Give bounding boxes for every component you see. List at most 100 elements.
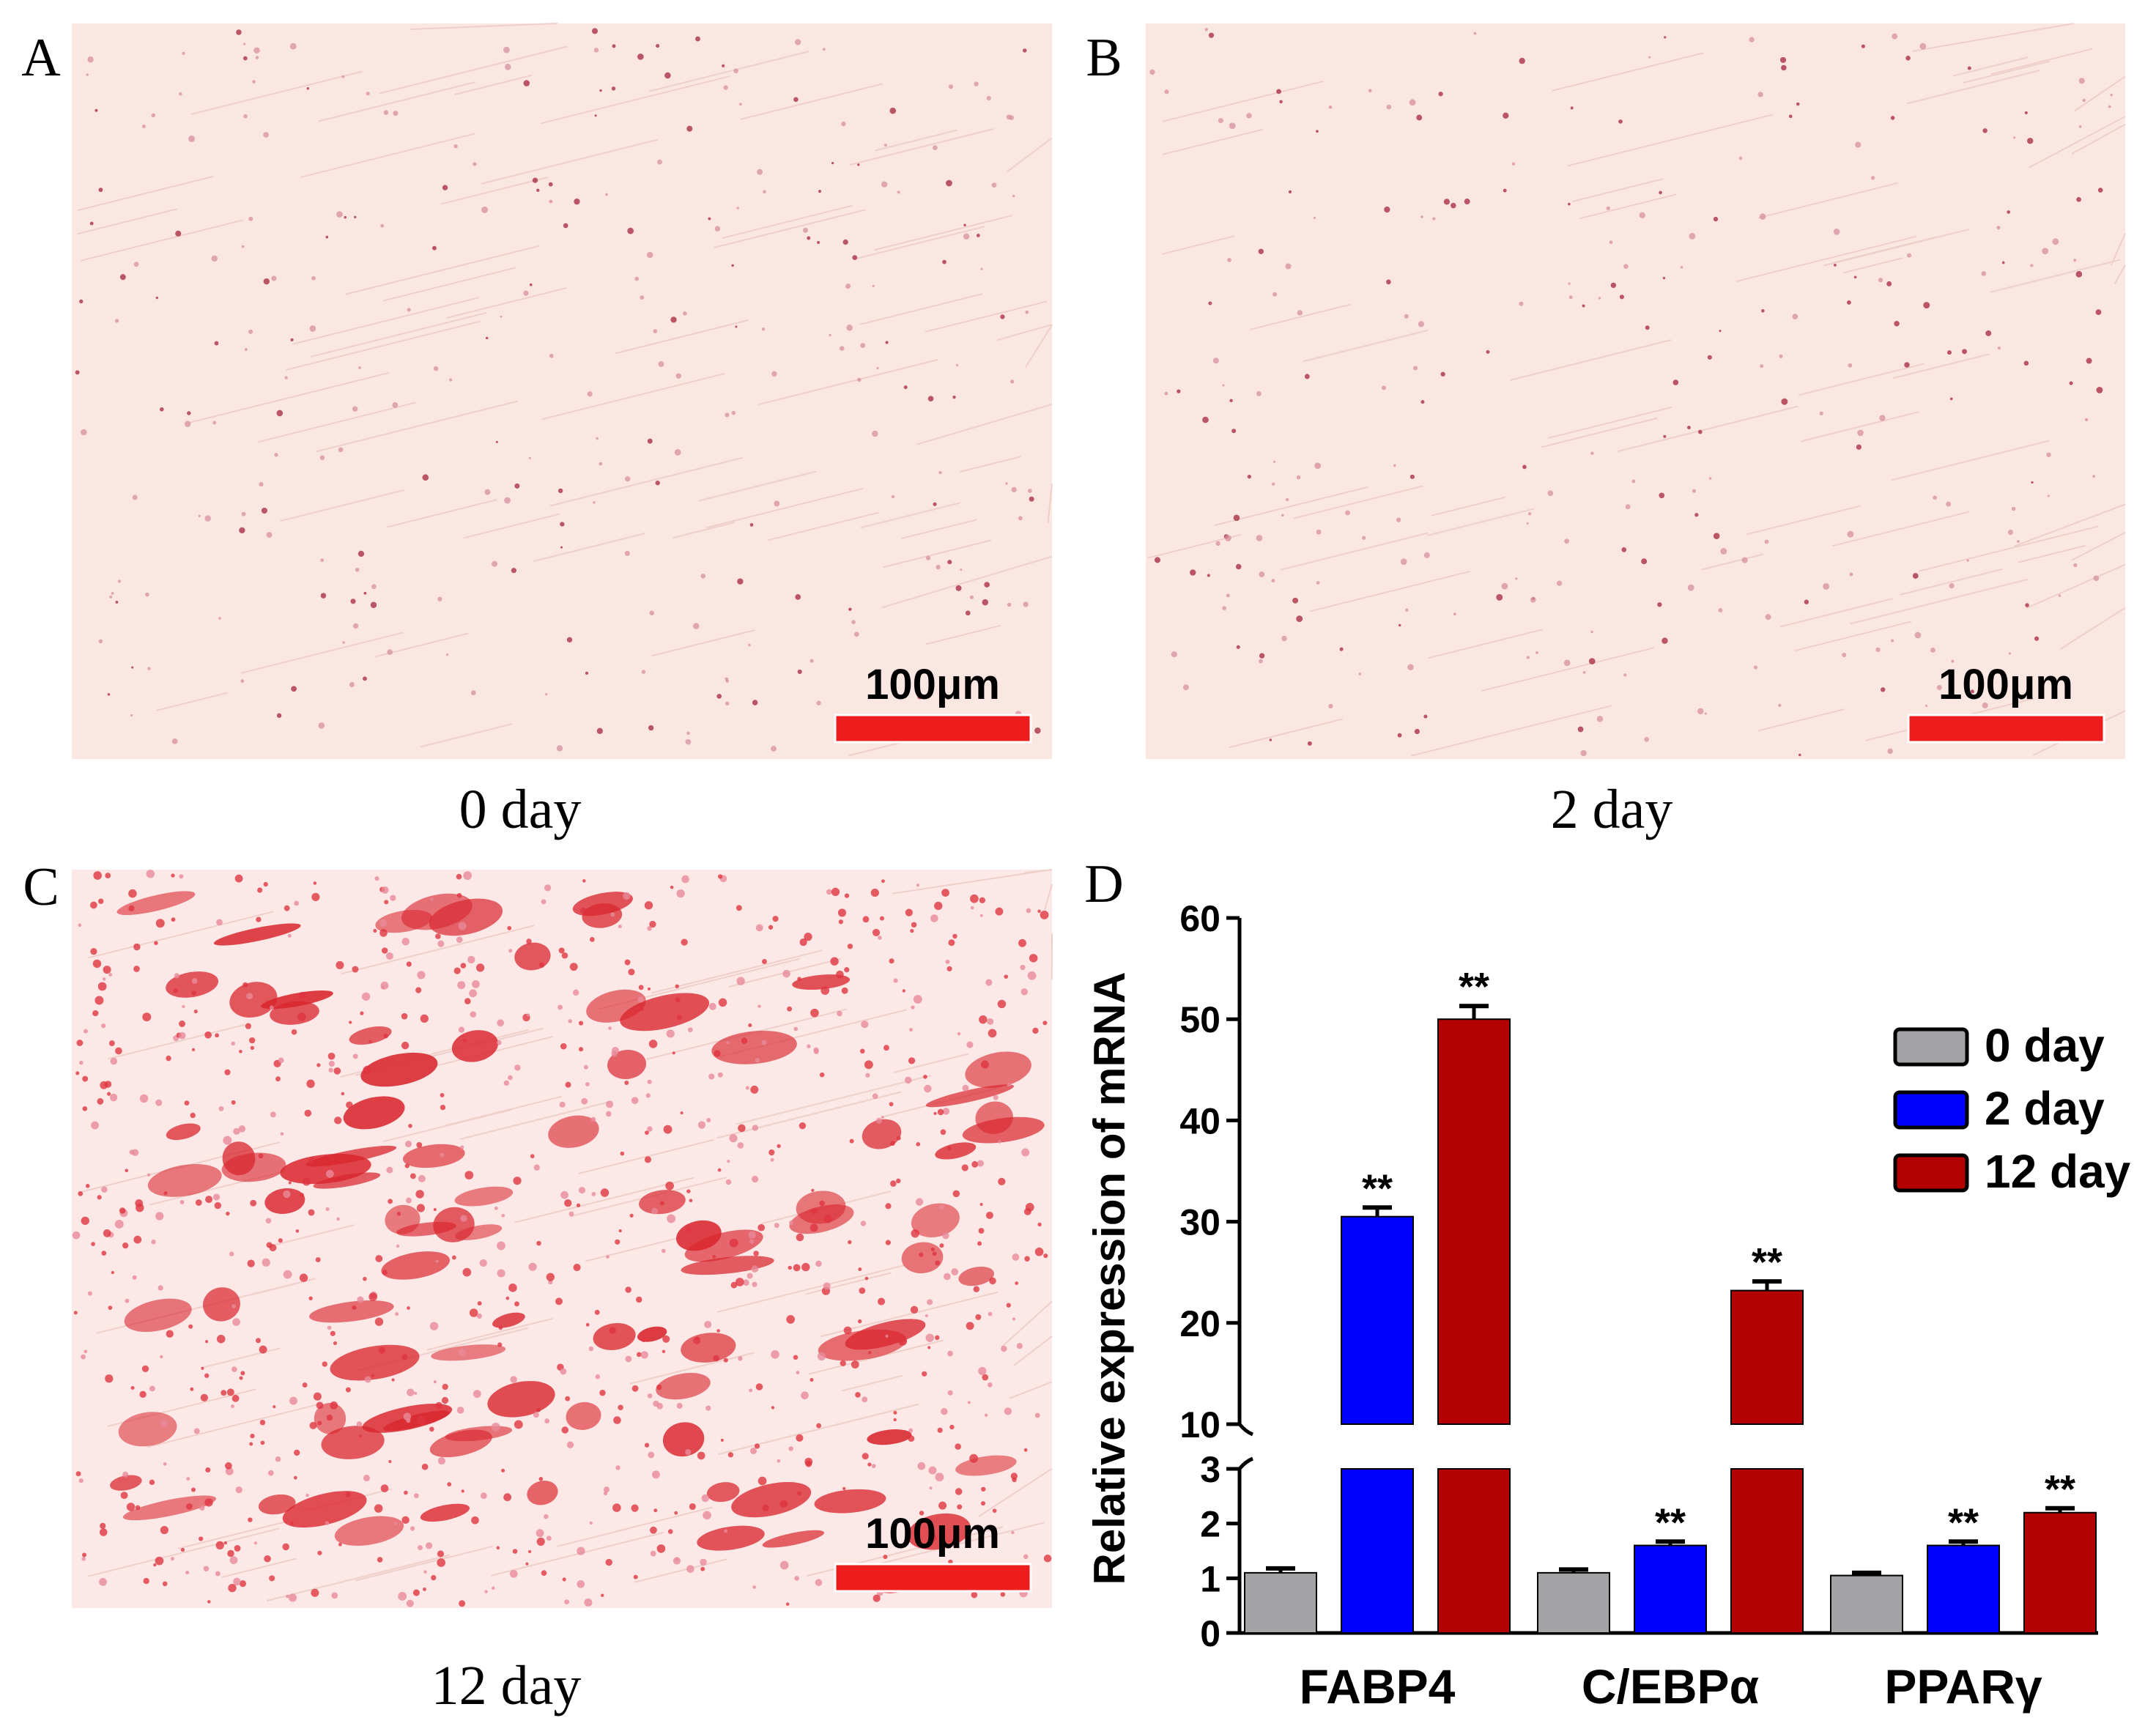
cell-streak (440, 177, 549, 205)
lipid-droplet (860, 343, 866, 348)
lipid-droplet (871, 1464, 876, 1469)
cell-streak (1823, 228, 1970, 267)
lipid-droplet (288, 1181, 292, 1185)
lipid-droplet (910, 1305, 919, 1314)
lipid-droplet (736, 977, 745, 985)
lipid-droplet (1982, 702, 1988, 709)
lipid-droplet (1420, 400, 1425, 404)
lipid-droplet (717, 874, 723, 879)
cell-streak (107, 1023, 245, 1060)
lipid-droplet (845, 284, 851, 289)
lipid-droplet (149, 1479, 155, 1486)
lipid-droplet (980, 1501, 986, 1506)
lipid-droplet (947, 1146, 952, 1151)
lipid-droplet (260, 1440, 265, 1445)
cell-streak (1411, 705, 1612, 757)
lipid-droplet (291, 686, 297, 692)
lipid-droplet (286, 1594, 289, 1599)
lipid-droplet (440, 1092, 445, 1097)
lipid-droplet (368, 1292, 377, 1302)
scale-bar-label: 100μm (865, 661, 1000, 708)
lipid-droplet (794, 1576, 799, 1581)
lipid-droplet (430, 897, 434, 901)
lipid-droplet (637, 53, 644, 60)
lipid-droplet (1296, 475, 1301, 480)
lipid-droplet (725, 701, 730, 705)
lipid-droplet (801, 1262, 810, 1272)
lipid-droplet (1286, 497, 1289, 502)
lipid-droplet (82, 1552, 87, 1558)
lipid-droplet (528, 456, 531, 459)
cell-streak (460, 1100, 613, 1140)
lipid-droplet (352, 623, 359, 629)
cell-streak (1294, 485, 1424, 519)
lipid-droplet (456, 936, 463, 944)
lipid-droplet (841, 987, 848, 994)
lipid-droplet (675, 997, 681, 1003)
lipid-droplet (110, 1057, 118, 1065)
lipid-droplet (1381, 385, 1387, 390)
lipid-droplet (1304, 374, 1310, 379)
lipid-droplet (1663, 434, 1667, 438)
lipid-droplet (851, 620, 856, 625)
lipid-droplet (449, 378, 453, 382)
lipid-droplet (963, 233, 970, 240)
lipid-droplet (716, 694, 722, 699)
lipid-droplet (1256, 390, 1262, 396)
micrograph (1146, 23, 2125, 759)
lipid-cluster (330, 1344, 420, 1381)
bar (1437, 1018, 1511, 1425)
lipid-droplet (1981, 271, 1987, 276)
cell-streak (1162, 128, 1263, 155)
lipid-droplet (749, 1388, 753, 1393)
cell-streak (318, 81, 475, 122)
cell-streak (88, 911, 274, 959)
lipid-droplet (1842, 652, 1847, 658)
cell-streak (1043, 884, 1053, 911)
lipid-droplet (1227, 258, 1231, 262)
cell-streak (740, 83, 883, 120)
cell-streak (806, 1272, 892, 1295)
lipid-droplet (585, 671, 589, 675)
lipid-droplet (796, 1233, 804, 1242)
lipid-droplet (692, 623, 700, 629)
lipid-droplet (425, 1542, 433, 1549)
lipid-droplet (885, 1240, 891, 1245)
lipid-droplet (356, 1421, 363, 1427)
lipid-droplet (717, 1072, 723, 1078)
lipid-droplet (416, 1142, 423, 1148)
lipid-droplet (585, 1082, 590, 1086)
cell-streak (426, 1317, 553, 1351)
lipid-droplet (98, 639, 103, 644)
lipid-cluster (451, 1030, 499, 1062)
lipid-droplet (497, 1269, 505, 1278)
lipid-droplet (187, 411, 191, 415)
lipid-droplet (463, 871, 473, 881)
lipid-droplet (191, 977, 198, 984)
lipid-droplet (620, 1151, 625, 1156)
lipid-droplet (226, 1211, 230, 1216)
lipid-droplet (891, 495, 895, 499)
lipid-droplet (545, 692, 548, 696)
lipid-droplet (407, 308, 411, 312)
lipid-droplet (417, 1416, 426, 1425)
lipid-droplet (929, 1486, 933, 1490)
lipid-droplet (229, 1251, 234, 1256)
lipid-droplet (2034, 636, 2040, 641)
lipid-droplet (1582, 670, 1586, 674)
lipid-droplet (708, 217, 711, 221)
lipid-droplet (528, 1262, 537, 1271)
lipid-droplet (495, 440, 498, 443)
cell-streak (310, 311, 487, 358)
lipid-droplet (1271, 578, 1275, 583)
lipid-cluster (334, 1516, 404, 1546)
lipid-droplet (2013, 136, 2016, 139)
lipid-droplet (195, 1199, 202, 1206)
lipid-droplet (967, 1401, 971, 1404)
lipid-droplet (95, 108, 98, 112)
lipid-droplet (948, 939, 955, 947)
lipid-droplet (1881, 687, 1886, 692)
lipid-droplet (274, 453, 278, 457)
lipid-droplet (675, 373, 681, 379)
